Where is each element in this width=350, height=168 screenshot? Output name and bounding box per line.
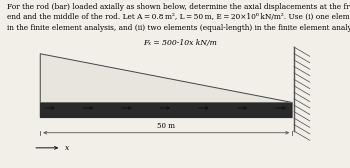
Text: x: x xyxy=(65,144,69,152)
Polygon shape xyxy=(40,102,292,118)
Polygon shape xyxy=(40,54,292,118)
Text: For the rod (bar) loaded axially as shown below, determine the axial displacemen: For the rod (bar) loaded axially as show… xyxy=(7,3,350,32)
Text: 50 m: 50 m xyxy=(157,122,175,130)
Text: Fₓ = 500-10x kN/m: Fₓ = 500-10x kN/m xyxy=(143,39,217,47)
